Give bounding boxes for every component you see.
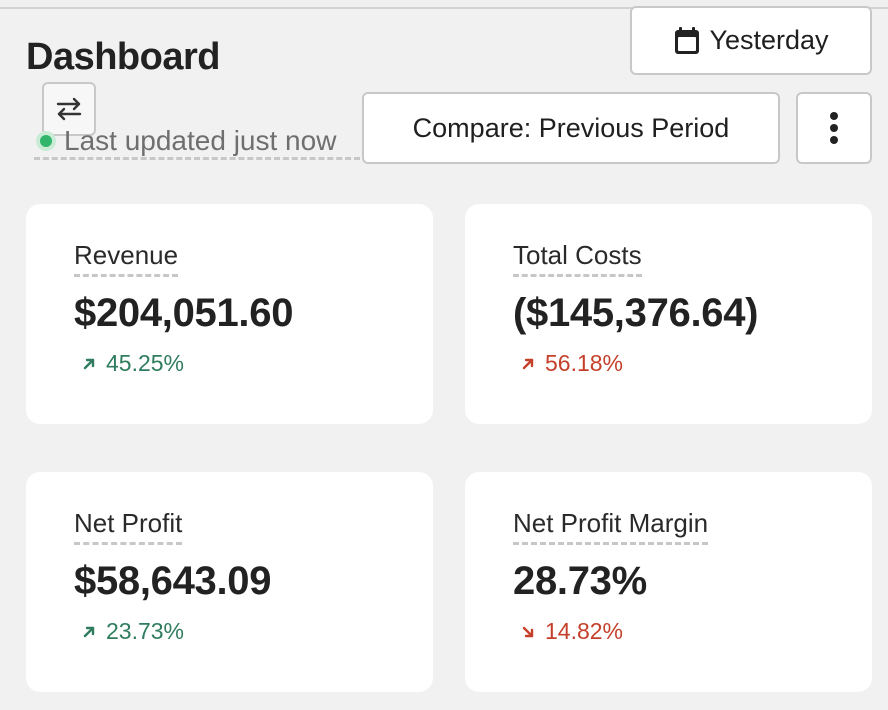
metric-label[interactable]: Revenue <box>74 240 179 277</box>
more-vertical-icon <box>830 112 838 144</box>
metric-change-value: 56.18% <box>545 350 624 376</box>
swap-arrows-icon <box>56 97 82 121</box>
calendar-icon <box>675 26 700 54</box>
page-title: Dashboard <box>26 36 220 78</box>
compare-button[interactable]: Compare: Previous Period <box>362 92 780 164</box>
metric-change: 45.25% <box>82 350 433 377</box>
metric-label[interactable]: Total Costs <box>513 240 642 277</box>
status-dot-icon <box>40 134 52 147</box>
metric-change: 56.18% <box>521 350 872 377</box>
metric-card-total-costs: Total Costs ($145,376.64) 56.18% <box>465 204 872 424</box>
metric-card-net-profit-margin: Net Profit Margin 28.73% 14.82% <box>465 472 872 692</box>
arrow-down-right-icon <box>522 626 534 637</box>
metric-card-revenue: Revenue $204,051.60 45.25% <box>26 204 433 424</box>
metric-value: ($145,376.64) <box>513 291 759 335</box>
metric-value: $204,051.60 <box>74 291 294 335</box>
date-range-label: Yesterday <box>709 25 829 55</box>
more-options-button[interactable] <box>796 92 872 164</box>
metric-change: 14.82% <box>521 618 872 645</box>
compare-label: Compare: Previous Period <box>412 112 730 143</box>
metric-label[interactable]: Net Profit Margin <box>513 508 709 545</box>
metric-card-net-profit: Net Profit $58,643.09 23.73% <box>26 472 433 692</box>
metric-change-value: 45.25% <box>106 350 185 376</box>
last-updated-status[interactable]: Last updated just now <box>34 124 360 160</box>
last-updated-text: Last updated just now <box>64 124 337 156</box>
arrow-up-right-icon <box>522 358 534 369</box>
metric-value: 28.73% <box>513 559 647 603</box>
top-border <box>0 0 888 9</box>
metric-change-value: 23.73% <box>106 618 185 644</box>
metric-value: $58,643.09 <box>74 559 272 603</box>
metric-label[interactable]: Net Profit <box>74 508 183 545</box>
metric-change: 23.73% <box>82 618 433 645</box>
swap-button[interactable] <box>42 82 96 136</box>
arrow-up-right-icon <box>83 358 95 369</box>
date-range-button[interactable]: Yesterday <box>630 6 872 75</box>
metric-change-value: 14.82% <box>545 618 624 644</box>
arrow-up-right-icon <box>83 626 95 637</box>
